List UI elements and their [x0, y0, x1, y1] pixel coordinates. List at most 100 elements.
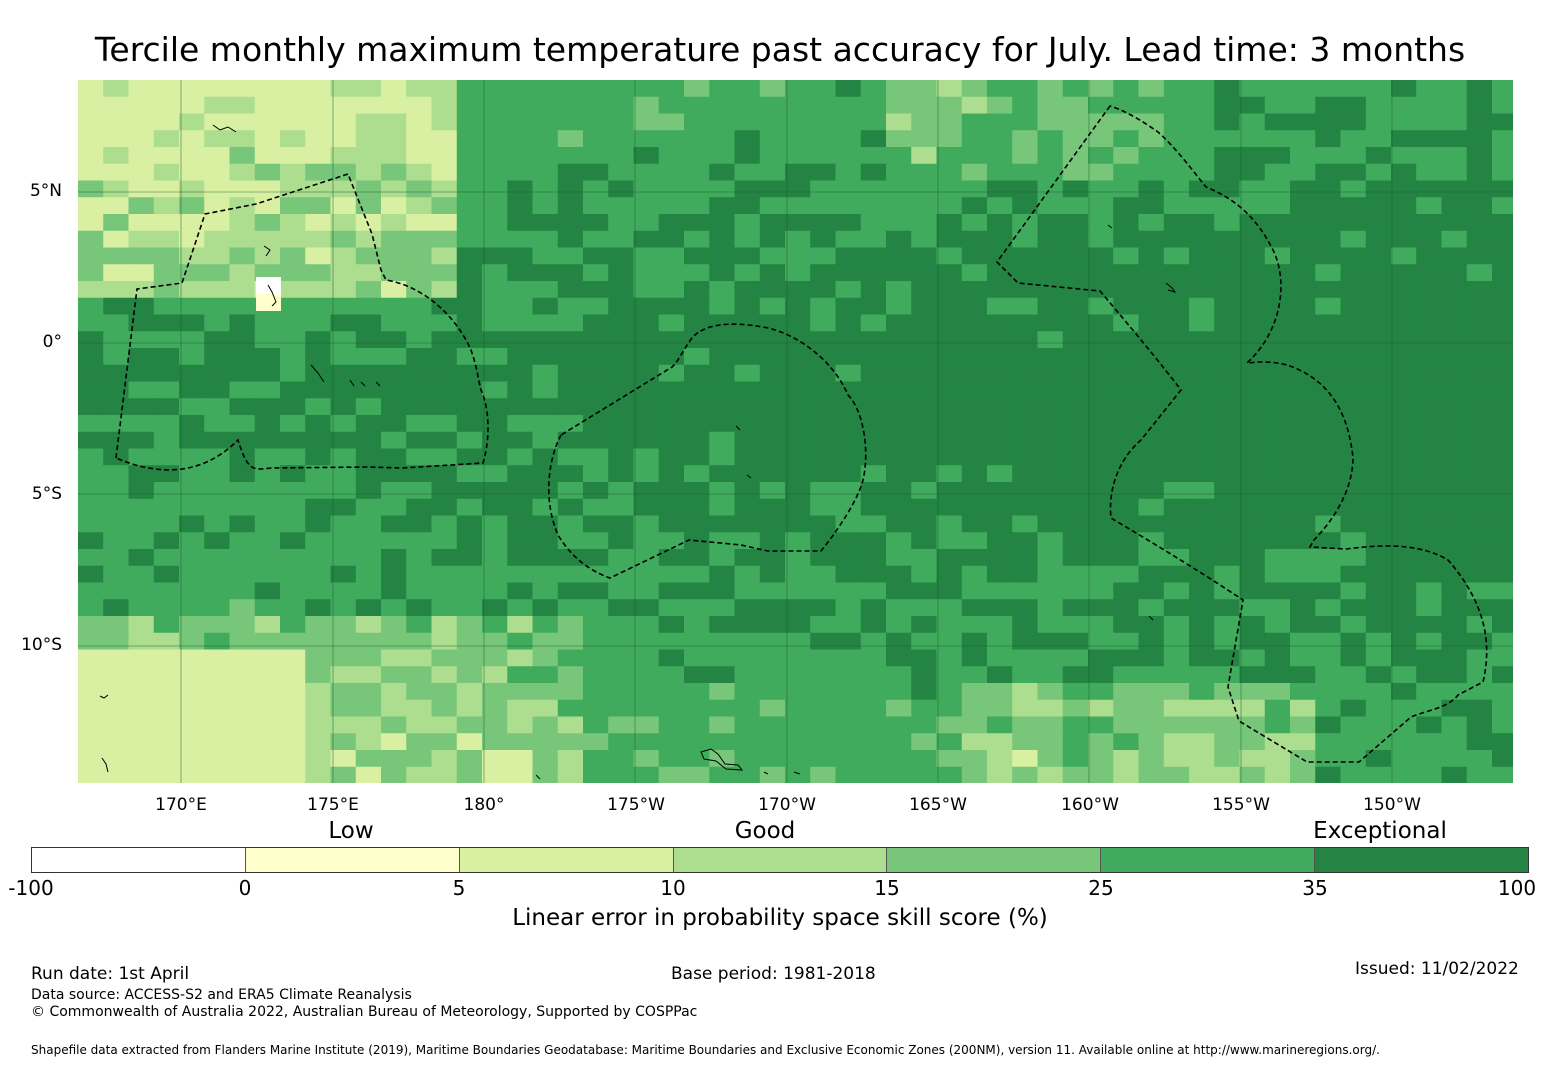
skill-cell [1492, 699, 1513, 718]
legend-category-low: Low [328, 818, 374, 844]
skill-cell [1062, 632, 1089, 651]
skill-cell [1138, 264, 1165, 282]
skill-cell [734, 616, 761, 634]
skill-cell [330, 364, 357, 383]
skill-cell [1315, 482, 1342, 500]
skill-cell [330, 230, 357, 249]
skill-cell [709, 515, 736, 533]
skill-cell [987, 482, 1013, 500]
skill-cell [1492, 532, 1513, 550]
skill-cell [1239, 448, 1266, 466]
skill-cell [1416, 130, 1443, 148]
skill-cell [355, 381, 382, 399]
skill-cell [229, 750, 256, 768]
skill-cell [1088, 364, 1114, 383]
skill-cell [1138, 80, 1165, 98]
skill-cell [1441, 599, 1468, 617]
skill-cell [759, 716, 786, 734]
skill-cell [406, 415, 433, 433]
skill-cell [608, 666, 635, 684]
skill-cell [936, 465, 963, 483]
skill-cell [153, 431, 180, 450]
skill-cell [1138, 180, 1165, 198]
skill-cell [179, 381, 205, 399]
skill-cell [1416, 599, 1443, 617]
skill-cell [987, 113, 1013, 131]
skill-cell [709, 733, 736, 751]
skill-cell [911, 281, 938, 299]
skill-cell [860, 230, 887, 249]
skill-cell [254, 515, 281, 533]
skill-cell [229, 297, 256, 316]
skill-cell [204, 80, 231, 98]
colorbar [31, 847, 1529, 873]
skill-cell [1315, 448, 1342, 466]
skill-cell [886, 582, 912, 600]
skill-cell [103, 582, 130, 600]
skill-cell [961, 733, 988, 751]
skill-cell [1163, 532, 1190, 550]
skill-cell [431, 96, 458, 115]
skill-cell [835, 364, 862, 383]
skill-cell [1416, 230, 1443, 249]
skill-cell [1492, 599, 1513, 617]
skill-cell [1492, 180, 1513, 198]
skill-cell [280, 699, 306, 718]
skill-cell [1138, 415, 1165, 433]
skill-cell [734, 197, 761, 215]
skill-cell [280, 314, 306, 332]
skill-cell [330, 331, 357, 349]
skill-cell [179, 147, 205, 165]
skill-cell [734, 180, 761, 198]
skill-cell [1290, 180, 1316, 198]
skill-cell [204, 130, 231, 148]
colorbar-tick: 15 [874, 876, 900, 900]
skill-cell [1189, 96, 1215, 115]
skill-cell [709, 498, 736, 517]
skill-cell [936, 80, 963, 98]
skill-cell [406, 733, 433, 751]
skill-cell [759, 582, 786, 600]
skill-cell [482, 599, 508, 617]
skill-cell [1466, 649, 1493, 667]
skill-cell [1340, 264, 1367, 282]
skill-cell [406, 147, 433, 165]
skill-cell [608, 599, 635, 617]
skill-cell [1290, 616, 1316, 634]
skill-cell [305, 482, 332, 500]
skill-cell [1466, 398, 1493, 416]
skill-cell [153, 649, 180, 667]
skill-cell [633, 214, 660, 232]
skill-cell [229, 130, 256, 148]
skill-cell [1037, 649, 1064, 667]
skill-cell [1113, 398, 1140, 416]
skill-cell [204, 163, 231, 182]
skill-cell [1365, 331, 1392, 349]
skill-cell [482, 214, 508, 232]
skill-cell [456, 180, 483, 198]
skill-cell [835, 247, 862, 265]
skill-cell [1163, 599, 1190, 617]
skill-cell [759, 699, 786, 718]
skill-cell [1365, 766, 1392, 783]
skill-cell [280, 130, 306, 148]
skill-cell [330, 666, 357, 684]
skill-cell [153, 247, 180, 265]
skill-cell [785, 666, 811, 684]
skill-cell [456, 80, 483, 98]
skill-cell [734, 281, 761, 299]
skill-cell [280, 113, 306, 131]
skill-cell [583, 465, 609, 483]
skill-cell [1214, 180, 1241, 198]
legend-category-exceptional: Exceptional [1313, 818, 1447, 844]
skill-cell [1416, 281, 1443, 299]
skill-cell [406, 96, 433, 115]
skill-cell [785, 599, 811, 617]
skill-cell [860, 616, 887, 634]
skill-cell [658, 214, 685, 232]
skill-cell [835, 750, 862, 768]
skill-cell [860, 197, 887, 215]
skill-cell [886, 666, 912, 684]
skill-cell [987, 599, 1013, 617]
skill-cell [1037, 766, 1064, 783]
